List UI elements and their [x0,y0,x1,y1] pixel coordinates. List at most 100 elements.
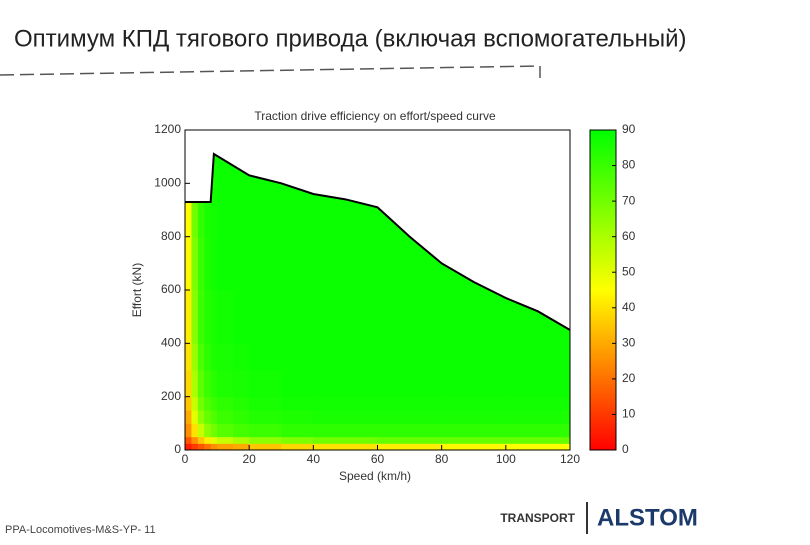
heat-cell [197,343,205,371]
heat-cell [217,443,234,450]
heat-cell [249,290,282,344]
heat-cell [313,370,378,398]
heat-cell [197,436,205,444]
colorbar-tick-label: 20 [622,371,636,385]
heat-cell [210,423,218,438]
heat-cell [505,436,570,444]
heat-cell [197,410,205,424]
heat-cell [197,443,205,450]
heat-cell [185,290,192,344]
y-tick-label: 800 [161,229,181,243]
heat-cell [185,154,192,238]
heat-cell [313,396,378,411]
heat-cell [377,290,443,344]
heat-cell [441,290,507,344]
heat-cell [505,236,570,291]
heat-cell [233,370,250,398]
heat-cell [313,154,378,238]
title-rule [0,65,541,76]
heat-cell [233,436,250,444]
heat-cell [185,370,192,398]
heat-cell [210,290,218,344]
heat-cell [377,436,443,444]
heat-cell [249,423,282,438]
colorbar [589,129,617,451]
heat-cell [204,236,212,291]
y-axis-label: Effort (kN) [130,263,144,317]
heat-cell [281,343,314,371]
heat-cell [441,423,507,438]
heat-cell [185,443,192,450]
heat-cell [441,436,507,444]
heat-cell [313,290,378,344]
y-tick-label: 1200 [154,122,181,136]
heat-cell [204,370,212,398]
heat-cell [505,290,570,344]
heat-cell [191,370,199,398]
logo-division: TRANSPORT [500,511,575,525]
heat-cell [185,436,192,444]
heat-cell [204,396,212,411]
heat-cell [191,436,199,444]
heat-cell [313,343,378,371]
y-tick-label: 400 [161,336,181,350]
heat-cell [197,423,205,438]
heat-cell [217,236,234,291]
heat-cell [204,154,212,238]
heat-cell [210,443,218,450]
heat-cell [210,370,218,398]
heat-cell [281,423,314,438]
heat-cell [233,410,250,424]
heat-cell [505,343,570,371]
heat-cell [197,370,205,398]
heat-cell [191,443,199,450]
heat-cell [197,290,205,344]
heat-cell [204,290,212,344]
y-tick-label: 600 [161,282,181,296]
heat-cell [505,396,570,411]
heat-cell [377,396,443,411]
x-tick-label: 20 [242,452,256,466]
heat-cell [185,396,192,411]
x-tick-label: 80 [435,452,449,466]
heat-cell [191,423,199,438]
colorbar-tick-label: 10 [622,407,636,421]
heat-cell [505,423,570,438]
y-tick-label: 0 [174,442,181,456]
heat-cell [233,290,250,344]
heat-cell [204,343,212,371]
heat-cell [191,343,199,371]
heat-cell [281,290,314,344]
slide-title: Оптимум КПД тягового привода (включая вс… [14,25,687,52]
x-tick-label: 40 [307,452,321,466]
heat-cell [210,154,218,238]
heat-cell [505,443,570,450]
x-tick-label: 100 [496,452,516,466]
heat-cell [197,396,205,411]
heat-cell [377,443,443,450]
chart-title: Traction drive efficiency on effort/spee… [254,109,496,123]
heat-cell [281,396,314,411]
heat-cell [233,396,250,411]
x-tick-label: 120 [560,452,580,466]
heat-cell [185,410,192,424]
colorbar-tick-label: 40 [622,300,636,314]
heat-cell [441,370,507,398]
heat-cell [197,154,205,238]
heat-cell [210,343,218,371]
heat-cell [217,343,234,371]
heat-cell [377,343,443,371]
heat-cell [217,436,234,444]
envelope-line [185,152,571,331]
heat-cell [217,410,234,424]
heat-cell [313,443,378,450]
heat-cell [313,410,378,424]
y-tick-label: 1000 [154,176,181,190]
heat-cell [281,443,314,450]
heat-cell [505,370,570,398]
heat-cell [185,236,192,291]
heat-cell [197,236,205,291]
logo-brand: ALSTOM [597,504,698,531]
y-tick-label: 200 [161,389,181,403]
